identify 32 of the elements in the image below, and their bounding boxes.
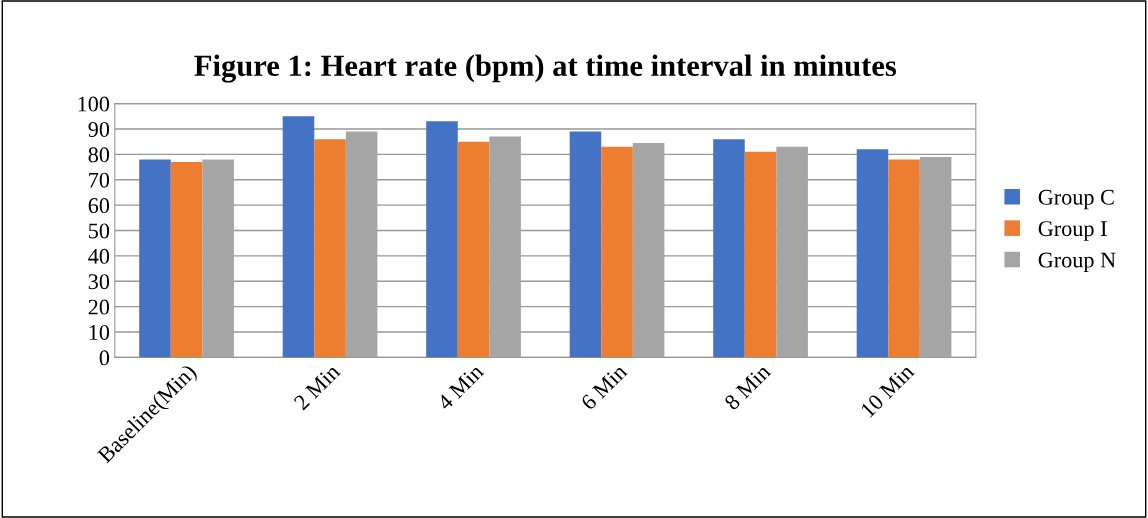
x-tick-label: 10 Min — [860, 362, 915, 418]
bar — [457, 141, 490, 358]
y-tick-label: 70 — [89, 172, 110, 188]
bar — [170, 161, 203, 358]
legend-label: Group C — [1038, 189, 1114, 210]
x-tick-label: 6 Min — [580, 363, 628, 411]
legend-label: Group I — [1038, 221, 1107, 241]
y-tick-label: 50 — [89, 223, 110, 239]
x-tick-label: 8 Min — [723, 362, 772, 411]
y-tick-label: 80 — [88, 147, 110, 163]
y-tick-label: 90 — [88, 121, 110, 137]
bar — [569, 131, 602, 358]
bar — [282, 116, 315, 358]
bar — [426, 121, 458, 358]
bar — [713, 139, 745, 358]
y-tick-label: 30 — [88, 274, 110, 290]
bar — [601, 146, 633, 358]
legend-label: Group N — [1038, 252, 1116, 273]
bar — [139, 159, 171, 358]
chart-title: Figure 1: Heart rate (bpm) at time interval in minutes — [194, 54, 897, 83]
y-tick-label: 0 — [99, 350, 110, 366]
x-tick-label: 4 Min — [436, 363, 485, 411]
y-tick-label: 10 — [89, 324, 110, 340]
bar — [856, 149, 889, 358]
bar — [888, 159, 920, 358]
x-tick-label: 2 Min — [293, 363, 341, 411]
bar — [744, 151, 777, 358]
y-tick-label: 40 — [88, 248, 110, 264]
y-tick-label: 20 — [88, 299, 110, 315]
bar — [314, 139, 346, 358]
y-tick-label: 60 — [88, 198, 110, 214]
y-tick-label: 100 — [78, 96, 110, 112]
